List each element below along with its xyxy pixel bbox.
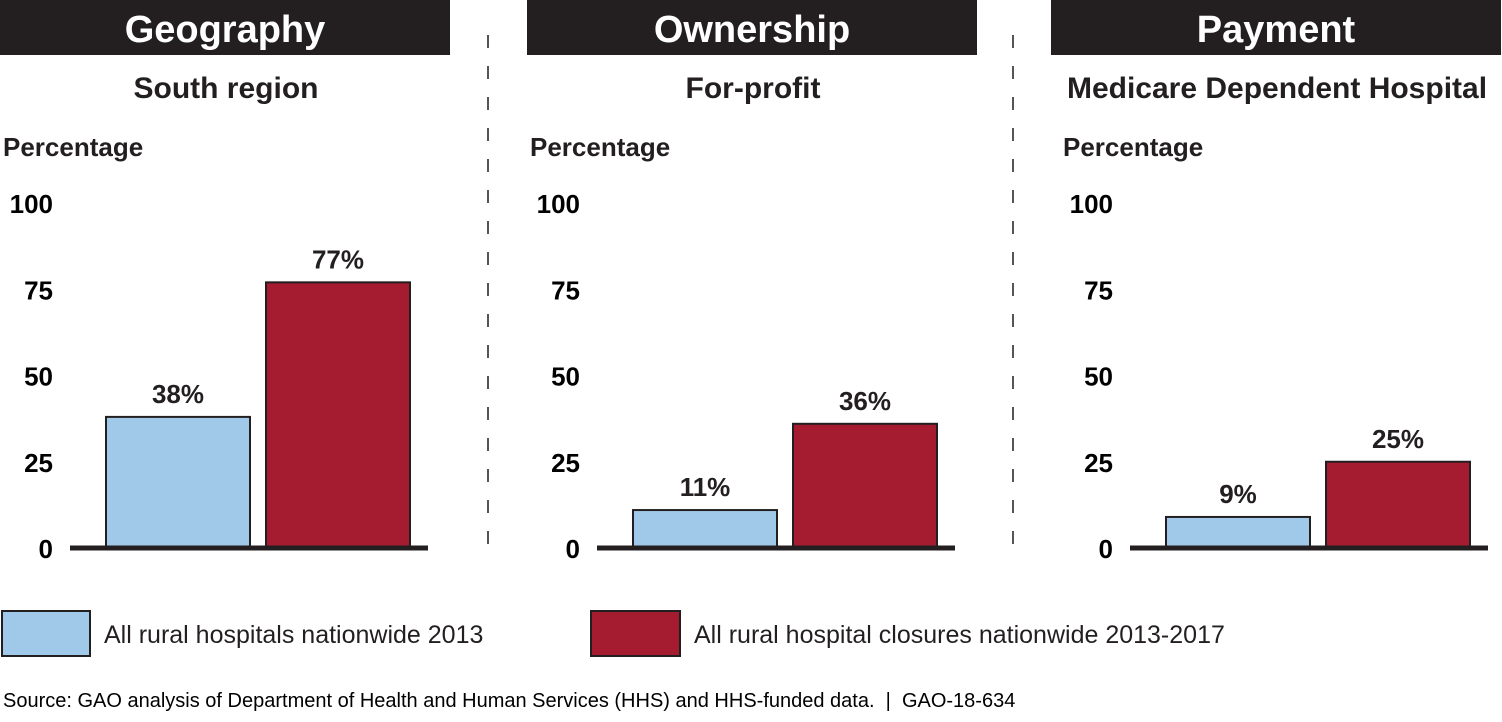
legend-label-blue: All rural hospitals nationwide 2013 — [104, 621, 483, 649]
bar-closures — [265, 281, 411, 549]
panel-subtitle: For-profit — [686, 72, 821, 105]
panel-subtitle: Medicare Dependent Hospital — [1067, 72, 1487, 105]
bar-value-label: 11% — [680, 472, 731, 502]
y-tick-label: 75 — [1084, 275, 1113, 305]
bar-all-hospitals — [105, 415, 251, 549]
panel-ownership: Ownership For-profit Percentage 0 25 50 75 100 1… — [527, 0, 977, 564]
panel-payment: Payment Medicare Dependent Hospital Percen… — [1051, 0, 1501, 564]
bar-value-label: 38% — [152, 379, 204, 409]
panel-title: Payment — [1197, 9, 1356, 51]
panel-subtitle: South region — [134, 72, 319, 105]
legend-label-red: All rural hospital closures nationwide 2… — [694, 621, 1225, 649]
panel-title: Ownership — [654, 9, 850, 51]
y-tick-label: 100 — [1070, 189, 1113, 219]
bar-value-label: 36% — [839, 386, 891, 416]
y-tick-label: 75 — [24, 275, 53, 305]
legend: All rural hospitals nationwide 2013 All … — [1, 610, 1225, 657]
panel-geography: Geography South region Percentage 0 25 50 75 10… — [0, 0, 450, 564]
panel-title: Geography — [125, 9, 326, 51]
panel-header — [527, 0, 977, 55]
bar-all-hospitals — [1165, 515, 1311, 550]
bar-value-label: 9% — [1219, 479, 1257, 509]
panel-header — [0, 0, 450, 55]
y-tick-label: 50 — [24, 362, 53, 392]
y-axis-label: Percentage — [1063, 132, 1203, 162]
y-tick-label: 25 — [24, 448, 53, 478]
y-tick-label: 100 — [537, 189, 580, 219]
y-tick-label: 0 — [566, 534, 580, 564]
bar-value-label: 25% — [1372, 424, 1424, 454]
y-tick-label: 100 — [10, 189, 53, 219]
y-tick-label: 25 — [1084, 448, 1113, 478]
legend-swatch-blue — [1, 610, 91, 657]
panel-header — [1051, 0, 1501, 55]
y-tick-label: 0 — [1099, 534, 1113, 564]
y-tick-label: 25 — [551, 448, 580, 478]
legend-swatch-red — [590, 610, 681, 657]
y-tick-label: 75 — [551, 275, 580, 305]
y-tick-label: 50 — [551, 362, 580, 392]
y-tick-label: 0 — [39, 534, 53, 564]
bar-value-label: 77% — [312, 244, 364, 274]
y-axis-label: Percentage — [3, 132, 143, 162]
bar-closures — [1325, 460, 1471, 549]
source-note: Source: GAO analysis of Department of He… — [3, 690, 1015, 712]
y-axis-label: Percentage — [530, 132, 670, 162]
bar-closures — [792, 422, 938, 549]
y-tick-label: 50 — [1084, 362, 1113, 392]
bar-all-hospitals — [632, 509, 778, 549]
